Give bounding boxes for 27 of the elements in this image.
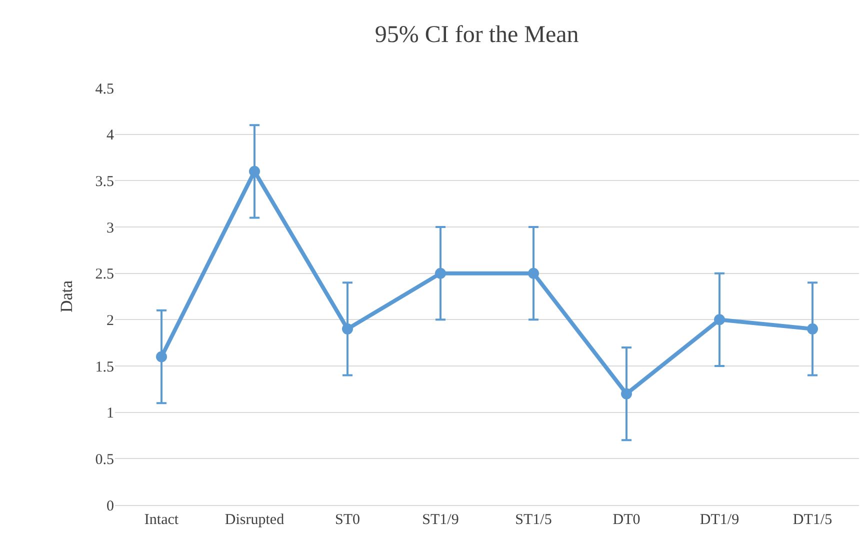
chart-title: 95% CI for the Mean	[374, 22, 579, 48]
y-tick-label: 1.5	[95, 359, 114, 376]
x-tick-label: ST1/5	[515, 512, 552, 528]
point	[621, 388, 632, 400]
point	[435, 268, 446, 279]
x-tick-label: ST1/9	[422, 512, 459, 528]
point	[807, 323, 818, 334]
y-tick-label: 4.5	[95, 81, 114, 98]
x-tick-label: DT1/5	[792, 512, 832, 528]
y-tick-label: 2	[106, 312, 114, 329]
y-tick-label: 3.5	[95, 174, 114, 190]
point	[528, 268, 539, 279]
y-tick-label: 1	[106, 406, 114, 422]
y-tick-label: 0	[106, 498, 114, 514]
point	[714, 314, 725, 326]
x-tick-label: Intact	[144, 512, 180, 528]
point	[156, 351, 167, 362]
x-tick-label: ST0	[334, 512, 360, 528]
y-tick-label: 3	[106, 220, 114, 236]
y-axis-title: Data	[56, 280, 76, 313]
y-tick-label: 4	[106, 128, 114, 144]
point	[342, 323, 353, 334]
x-tick-label: DT1/9	[700, 512, 740, 528]
y-tick-label: 2.5	[95, 266, 114, 283]
y-tick-label: 0.5	[95, 452, 114, 468]
x-tick-label: Disrupted	[224, 512, 285, 528]
x-tick-label: DT0	[612, 512, 640, 528]
